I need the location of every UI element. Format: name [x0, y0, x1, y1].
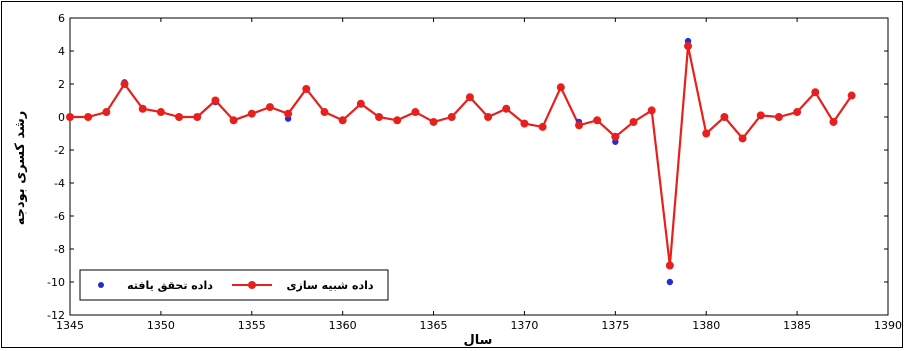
x-tick-label: 1355	[238, 319, 266, 332]
y-tick-label: 6	[58, 12, 65, 25]
point-simulated	[175, 113, 184, 121]
point-simulated	[629, 117, 638, 126]
point-simulated	[538, 122, 547, 131]
point-simulated	[66, 113, 74, 121]
x-tick-label: 1350	[147, 319, 175, 332]
point-simulated	[211, 96, 220, 105]
point-simulated	[447, 113, 456, 121]
point-realized	[666, 278, 674, 286]
point-simulated	[702, 129, 711, 138]
point-simulated	[720, 113, 729, 121]
legend: داده تحقق یافته داده شبیه سازی	[79, 269, 389, 301]
point-simulated	[847, 91, 856, 100]
point-simulated	[393, 116, 402, 125]
point-simulated	[611, 132, 620, 141]
point-simulated	[574, 121, 583, 130]
x-axis-label: سال	[464, 333, 493, 348]
point-simulated	[756, 111, 765, 120]
y-tick-label: -2	[54, 144, 65, 157]
y-tick-label: 4	[58, 45, 65, 58]
y-tick-label: -8	[54, 243, 65, 256]
point-simulated	[320, 108, 329, 117]
point-simulated	[520, 119, 529, 128]
point-simulated	[138, 104, 147, 113]
x-tick-label: 1390	[874, 319, 902, 332]
y-tick-label: -4	[54, 177, 65, 190]
legend-label-simulated: داده شبیه سازی	[286, 279, 373, 292]
point-simulated	[356, 99, 365, 108]
point-simulated	[738, 134, 747, 143]
point-simulated	[465, 93, 474, 102]
point-simulated	[156, 108, 165, 117]
point-simulated	[484, 113, 493, 121]
point-simulated	[647, 106, 656, 115]
series-line-simulated	[70, 44, 853, 267]
point-simulated	[120, 80, 129, 88]
y-tick-label: 2	[58, 78, 65, 91]
point-simulated	[411, 108, 420, 117]
plot-area	[69, 17, 889, 316]
point-simulated	[265, 103, 274, 112]
axis-ticks: 1345 1350 1355 1360 1365 1370 1375 1380 1385 1390…	[47, 12, 902, 332]
point-simulated	[375, 113, 384, 121]
point-simulated	[811, 88, 820, 97]
point-simulated	[84, 113, 93, 121]
point-simulated	[302, 84, 311, 93]
legend-marker-simulated	[248, 281, 256, 289]
point-simulated	[229, 116, 238, 125]
x-tick-label: 1370	[510, 319, 538, 332]
point-simulated	[429, 117, 438, 126]
point-simulated	[556, 83, 565, 92]
x-tick-label: 1365	[420, 319, 448, 332]
point-simulated	[793, 108, 802, 117]
point-simulated	[247, 109, 256, 118]
point-simulated	[829, 117, 838, 126]
x-tick-label: 1380	[692, 319, 720, 332]
point-simulated	[102, 108, 111, 117]
y-tick-label: -12	[47, 309, 65, 322]
y-tick-label: 0	[58, 111, 65, 124]
point-simulated	[193, 113, 202, 121]
point-simulated	[593, 116, 602, 125]
x-tick-label: 1375	[601, 319, 629, 332]
point-simulated	[684, 42, 693, 51]
point-simulated	[284, 109, 293, 118]
point-simulated	[665, 261, 674, 270]
y-axis-label: رشد کسری بودجه	[13, 111, 28, 226]
point-simulated	[338, 116, 347, 125]
legend-label-realized: داده تحقق یافته	[127, 279, 213, 292]
legend-marker-realized	[98, 282, 104, 288]
x-tick-label: 1345	[56, 319, 84, 332]
x-tick-label: 1360	[329, 319, 357, 332]
point-simulated	[774, 113, 783, 121]
y-tick-label: -6	[54, 210, 65, 223]
x-tick-label: 1385	[783, 319, 811, 332]
y-tick-label: -10	[47, 276, 65, 289]
point-simulated	[502, 104, 511, 113]
series-layer	[66, 37, 856, 286]
